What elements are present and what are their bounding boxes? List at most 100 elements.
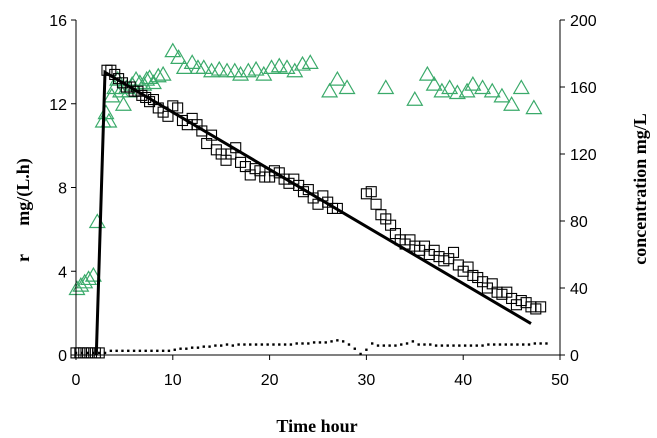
small-dot-point [353, 347, 356, 350]
triangle-point [377, 79, 395, 95]
square-point [365, 186, 377, 198]
triangle-point [493, 87, 511, 103]
small-dot-point [132, 349, 136, 353]
small-dot-point [400, 343, 403, 346]
triangle-point [226, 62, 244, 78]
square-point [132, 85, 144, 97]
small-dot-point [295, 342, 298, 345]
small-dot-point [452, 344, 455, 347]
triangle-point [103, 87, 121, 103]
small-dot-point [376, 344, 380, 347]
triangle-point [441, 79, 459, 95]
triangle-point [127, 70, 145, 86]
right-axis-title: concentration mg/L [630, 113, 650, 264]
small-dot-point [446, 344, 449, 347]
small-dot-point [417, 343, 420, 346]
square-point [116, 77, 129, 89]
triangle-point [418, 65, 436, 81]
small-dot-point [382, 344, 386, 347]
small-dot-point [498, 343, 502, 346]
triangle-point [262, 59, 281, 75]
small-dot-point [98, 351, 101, 355]
small-dot-point [254, 343, 258, 346]
small-dot-point [185, 347, 188, 350]
triangle-point [170, 49, 188, 64]
fit-line [94, 69, 532, 356]
triangle-point [232, 65, 250, 81]
small-dot-point [533, 342, 537, 345]
small-dot-point [388, 344, 391, 347]
triangle-point [97, 104, 115, 120]
small-dot-point [405, 342, 409, 345]
triangle-point [88, 213, 106, 229]
small-dot-point [173, 348, 176, 351]
triangle-point [270, 57, 288, 73]
small-dot-point [510, 343, 513, 346]
plot-layer [68, 42, 548, 359]
triangle-point [131, 74, 149, 90]
triangle-point [406, 91, 424, 106]
small-dot-point [121, 349, 124, 353]
triangle-point [425, 75, 443, 91]
small-dot-point [359, 352, 362, 356]
left-y-tick-label: 12 [49, 97, 67, 114]
right-y-tick-label: 200 [570, 13, 597, 30]
triangle-point [328, 70, 346, 86]
right-y-tick-label: 120 [570, 147, 597, 164]
small-dot-point [522, 343, 525, 346]
square-point [331, 202, 343, 214]
triangle-point [100, 112, 118, 128]
small-dot-point [237, 343, 240, 346]
small-dot-point [318, 341, 322, 344]
triangle-point [247, 60, 265, 76]
left-y-tick-label: 0 [58, 348, 67, 365]
square-point [93, 347, 105, 359]
small-dot-point [434, 344, 438, 347]
small-dot-point [115, 349, 118, 353]
triangle-point [474, 79, 492, 95]
small-dot-point [487, 343, 490, 346]
triangle-point [278, 59, 296, 75]
triangle-point [512, 79, 530, 95]
small-dot-point [103, 351, 107, 355]
small-dot-point [324, 341, 327, 344]
small-dot-point [161, 349, 165, 353]
small-dot-point [440, 344, 444, 347]
right-y-tick-label: 160 [570, 80, 597, 97]
left-y-tick-label: 4 [58, 264, 67, 281]
small-dot-point [539, 342, 542, 345]
small-dot-point [301, 342, 304, 345]
x-axis-title: Time hour [276, 416, 357, 436]
small-dot-point [330, 340, 333, 343]
triangle-point [164, 42, 182, 58]
triangle-point [464, 75, 482, 91]
small-dot-point [86, 351, 89, 355]
square-point [124, 81, 136, 93]
small-dot-point [527, 343, 531, 346]
triangle-point [433, 82, 451, 98]
triangle-point [301, 54, 319, 69]
small-dot-point [225, 343, 229, 346]
right-y-tick-label: 40 [570, 281, 588, 298]
square-point [172, 102, 184, 114]
small-dot-point [231, 344, 235, 347]
small-dot-point [458, 344, 461, 347]
triangle-point [448, 84, 466, 100]
triangle-point [239, 62, 257, 78]
triangle-point [123, 75, 141, 91]
small-dot-point [208, 345, 211, 348]
small-dot-point [516, 343, 519, 346]
triangle-point [202, 62, 221, 78]
small-dot-point [394, 344, 397, 347]
square-point [447, 246, 460, 258]
small-dot-point [469, 344, 473, 347]
left-y-tick-label: 8 [58, 181, 67, 198]
small-dot-point [272, 343, 275, 346]
small-dot-point [243, 343, 246, 346]
small-dot-point [423, 343, 426, 346]
small-dot-point [260, 343, 264, 346]
small-dot-point [504, 343, 507, 346]
x-tick-label: 50 [551, 372, 569, 389]
triangle-point [183, 54, 201, 69]
